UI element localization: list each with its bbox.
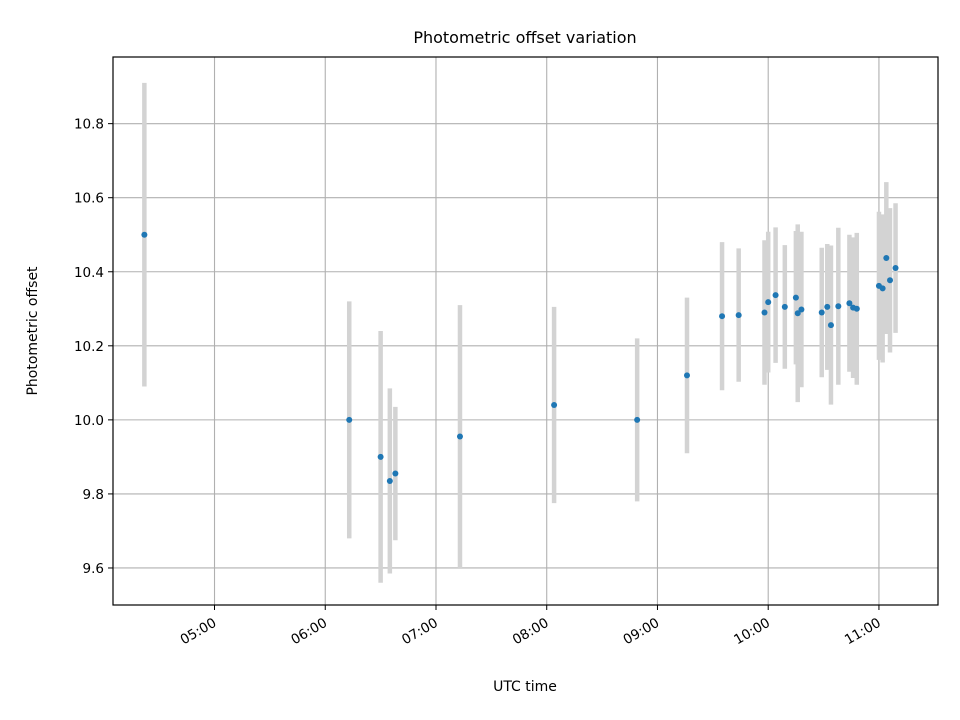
x-axis: 05:00 06:00 07:00 08:00 09:00 10:00 11:00	[178, 605, 884, 648]
data-point	[683, 372, 690, 379]
data-point	[879, 285, 886, 292]
data-point	[772, 292, 779, 299]
data-point	[551, 402, 558, 409]
data-point	[346, 416, 353, 423]
y-tick-label: 10.0	[74, 413, 104, 429]
data-point	[392, 470, 399, 477]
data-point	[818, 309, 825, 316]
data-point	[386, 477, 393, 484]
data-point	[827, 322, 834, 329]
data-point	[887, 277, 894, 284]
data-point	[853, 305, 860, 312]
x-tick-label: 07:00	[399, 615, 441, 648]
data-point	[892, 265, 899, 272]
y-tick-label: 10.8	[74, 117, 104, 133]
data-point	[377, 453, 384, 460]
data-point	[846, 300, 853, 307]
y-axis: 9.6 9.8 10.0 10.2 10.4 10.6 10.8	[74, 117, 113, 577]
data-point	[735, 312, 742, 319]
data-point	[824, 303, 831, 310]
data-point	[141, 231, 148, 238]
x-axis-label: UTC time	[493, 679, 557, 695]
x-tick-label: 05:00	[178, 615, 220, 648]
x-tick-label: 09:00	[621, 615, 663, 648]
y-tick-label: 10.6	[74, 191, 104, 207]
data-point	[634, 416, 641, 423]
plot-frame	[112, 56, 939, 606]
error-bars	[142, 82, 898, 583]
y-tick-label: 10.4	[74, 265, 104, 281]
x-tick-label: 11:00	[842, 615, 884, 648]
data-point	[781, 303, 788, 310]
data-point	[792, 294, 799, 301]
data-point	[794, 310, 801, 317]
x-tick-label: 06:00	[288, 615, 330, 648]
x-tick-label: 08:00	[510, 615, 552, 648]
y-axis-label: Photometric offset	[25, 266, 41, 396]
y-tick-label: 9.8	[83, 487, 104, 503]
data-points	[141, 231, 899, 484]
chart-title: Photometric offset variation	[413, 28, 636, 47]
data-point	[765, 299, 772, 306]
y-tick-label: 9.6	[83, 561, 104, 577]
y-tick-label: 10.2	[74, 339, 104, 355]
data-point	[719, 313, 726, 320]
x-tick-label: 10:00	[731, 615, 773, 648]
data-point	[456, 433, 463, 440]
data-point	[883, 255, 890, 262]
data-point	[835, 303, 842, 310]
data-point	[761, 309, 768, 316]
grid	[113, 57, 938, 605]
data-point	[798, 306, 805, 313]
